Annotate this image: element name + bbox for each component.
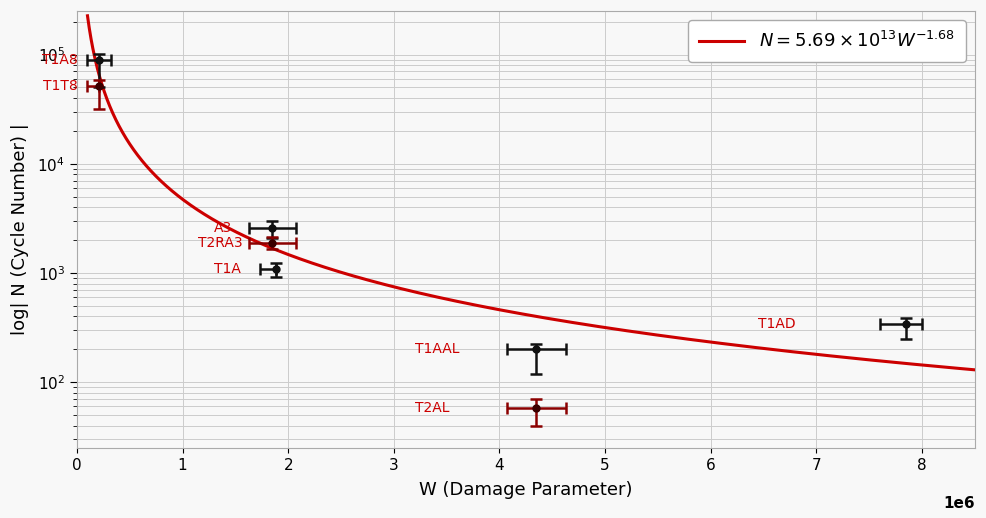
Y-axis label: log| N (Cycle Number) |: log| N (Cycle Number) | (11, 124, 30, 336)
Text: T1AD: T1AD (758, 317, 796, 331)
Legend: $N = 5.69 \times 10^{13}W^{-1.68}$: $N = 5.69 \times 10^{13}W^{-1.68}$ (688, 20, 966, 62)
Text: 1e6: 1e6 (944, 496, 975, 511)
Line: $N = 5.69 \times 10^{13}W^{-1.68}$: $N = 5.69 \times 10^{13}W^{-1.68}$ (88, 16, 975, 370)
Text: T1A8: T1A8 (42, 52, 78, 67)
X-axis label: W (Damage Parameter): W (Damage Parameter) (419, 481, 633, 499)
Text: T1AAL: T1AAL (415, 342, 459, 356)
$N = 5.69 \times 10^{13}W^{-1.68}$ (780, 348, 792, 354)
Text: A3: A3 (214, 221, 233, 235)
Text: T1A: T1A (214, 262, 242, 276)
Text: T2RA3: T2RA3 (198, 236, 243, 250)
$N = 5.69 \times 10^{13}W^{-1.68}$ (82, 12, 94, 19)
Text: T1T8: T1T8 (43, 79, 78, 93)
$N = 5.69 \times 10^{13}W^{-1.68}$ (969, 367, 981, 373)
$N = 5.69 \times 10^{13}W^{-1.68}$ (943, 364, 954, 370)
$N = 5.69 \times 10^{13}W^{-1.68}$ (127, 146, 139, 152)
$N = 5.69 \times 10^{13}W^{-1.68}$ (489, 306, 501, 312)
Text: T2AL: T2AL (415, 401, 450, 415)
$N = 5.69 \times 10^{13}W^{-1.68}$ (513, 310, 525, 316)
$N = 5.69 \times 10^{13}W^{-1.68}$ (944, 364, 955, 370)
